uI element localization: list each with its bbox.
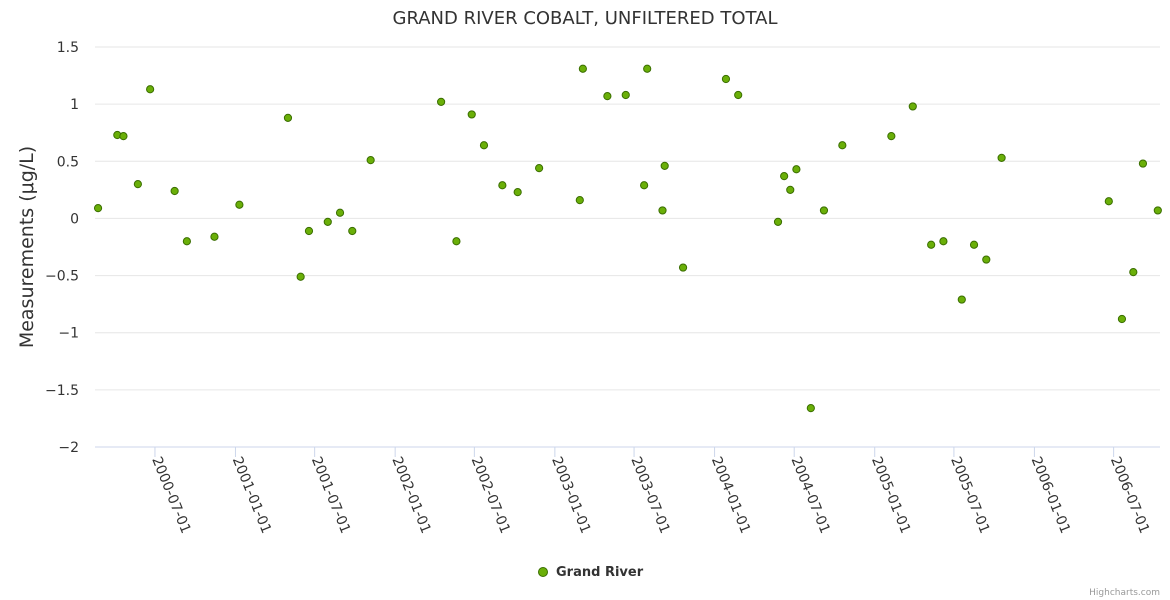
data-point[interactable] bbox=[182, 237, 191, 246]
data-point[interactable] bbox=[640, 181, 649, 190]
data-point[interactable] bbox=[452, 237, 461, 246]
data-point[interactable] bbox=[939, 237, 948, 246]
data-point[interactable] bbox=[119, 132, 128, 141]
data-point[interactable] bbox=[643, 64, 652, 73]
data-point[interactable] bbox=[335, 208, 345, 217]
data-point[interactable] bbox=[133, 180, 142, 189]
data-point[interactable] bbox=[146, 85, 155, 94]
data-point[interactable] bbox=[1117, 314, 1127, 324]
series-grand-river bbox=[93, 64, 1162, 413]
data-point[interactable] bbox=[304, 226, 314, 236]
data-point[interactable] bbox=[498, 181, 507, 190]
data-point[interactable] bbox=[887, 132, 896, 141]
data-point[interactable] bbox=[323, 217, 332, 226]
data-point[interactable] bbox=[806, 404, 815, 413]
data-point[interactable] bbox=[283, 113, 293, 122]
data-point[interactable] bbox=[1129, 268, 1138, 277]
data-point[interactable] bbox=[908, 102, 917, 111]
y-tick-label: 0.5 bbox=[57, 154, 79, 170]
data-point[interactable] bbox=[957, 295, 966, 304]
data-point[interactable] bbox=[927, 240, 936, 249]
y-tick-label: −1.5 bbox=[45, 383, 79, 399]
data-point[interactable] bbox=[678, 263, 688, 272]
data-point[interactable] bbox=[792, 165, 801, 174]
data-point[interactable] bbox=[819, 206, 829, 215]
data-point[interactable] bbox=[170, 186, 179, 196]
data-point[interactable] bbox=[773, 217, 783, 226]
data-point[interactable] bbox=[969, 240, 979, 249]
legend[interactable]: Grand River bbox=[538, 565, 644, 580]
chart-title: GRAND RIVER COBALT, UNFILTERED TOTAL bbox=[393, 8, 778, 29]
data-point[interactable] bbox=[621, 90, 630, 100]
y-tick-label: 1 bbox=[70, 97, 79, 113]
y-tick-label: −1 bbox=[58, 326, 79, 342]
data-point[interactable] bbox=[210, 232, 219, 241]
y-gridlines bbox=[95, 46, 1160, 391]
data-point[interactable] bbox=[734, 90, 743, 100]
data-point[interactable] bbox=[296, 272, 305, 281]
data-point[interactable] bbox=[982, 255, 991, 264]
data-point[interactable] bbox=[479, 141, 489, 150]
data-point[interactable] bbox=[575, 196, 584, 205]
y-tick-labels: 1.5 1 0.5 0 −0.5 −1 −1.5 −2 bbox=[45, 40, 79, 456]
data-point[interactable] bbox=[1153, 206, 1162, 215]
data-point[interactable] bbox=[1104, 197, 1113, 206]
y-tick-label: −0.5 bbox=[45, 269, 79, 285]
data-point[interactable] bbox=[838, 141, 847, 150]
data-point[interactable] bbox=[578, 64, 587, 73]
data-point[interactable] bbox=[348, 226, 357, 236]
data-point[interactable] bbox=[93, 204, 103, 213]
data-point[interactable] bbox=[721, 74, 731, 84]
legend-item-grand-river[interactable]: Grand River bbox=[556, 565, 644, 580]
y-tick-label: 1.5 bbox=[57, 40, 79, 56]
data-point[interactable] bbox=[660, 161, 669, 170]
data-point[interactable] bbox=[1138, 159, 1148, 168]
credits-link[interactable]: Highcharts.com bbox=[1089, 588, 1160, 598]
y-tick-label: −2 bbox=[58, 440, 79, 456]
data-point[interactable] bbox=[235, 200, 244, 209]
data-point[interactable] bbox=[658, 206, 667, 215]
data-point[interactable] bbox=[513, 188, 522, 197]
data-point[interactable] bbox=[467, 110, 476, 119]
y-tick-label: 0 bbox=[70, 211, 79, 227]
data-point[interactable] bbox=[786, 185, 795, 194]
data-point[interactable] bbox=[366, 156, 375, 165]
y-axis-label: Measurements (μg/L) bbox=[16, 146, 38, 348]
data-point[interactable] bbox=[603, 92, 612, 101]
data-point[interactable] bbox=[780, 172, 789, 181]
data-point[interactable] bbox=[997, 153, 1006, 162]
data-point[interactable] bbox=[437, 97, 446, 106]
legend-marker bbox=[538, 567, 548, 577]
data-point[interactable] bbox=[535, 164, 544, 173]
